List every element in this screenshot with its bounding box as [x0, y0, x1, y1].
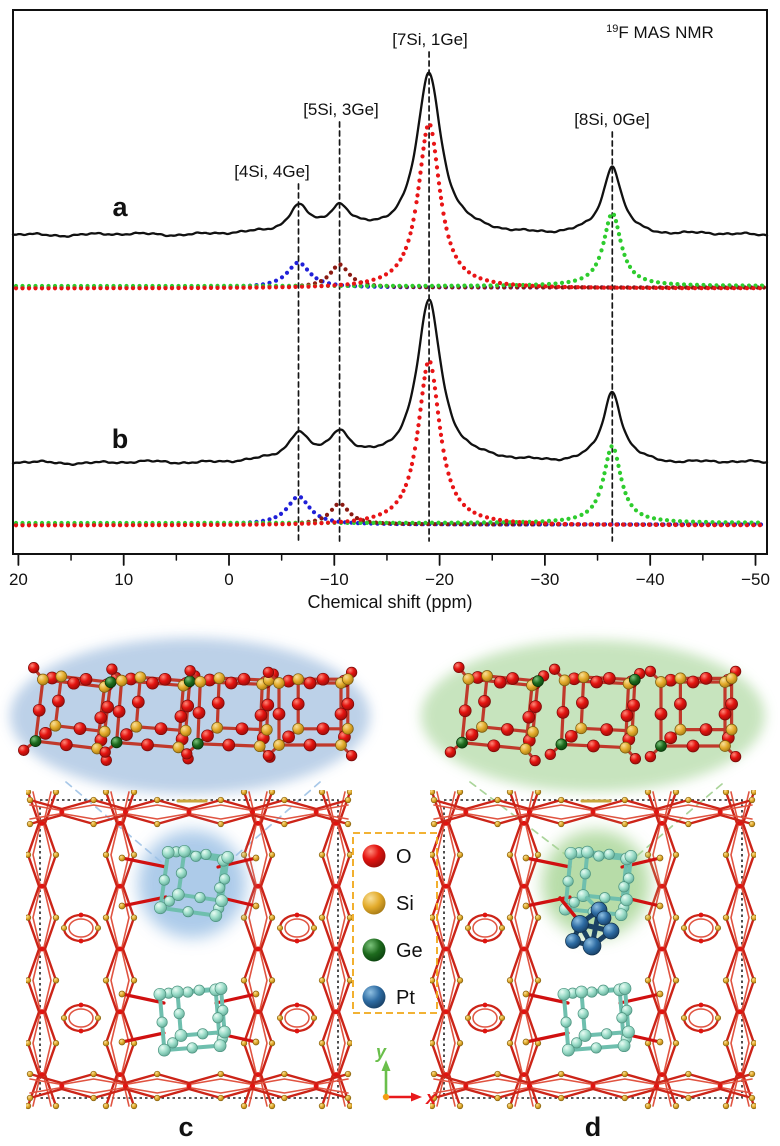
spectrum-a-curve	[11, 71, 769, 238]
panel-b-label: b	[112, 424, 129, 454]
crystal-axes-indicator: y x	[375, 1042, 437, 1108]
peak-label-7si1ge: [7Si, 1Ge]	[392, 30, 468, 49]
pt-cluster	[558, 896, 620, 956]
peak-label-5si3ge: [5Si, 3Ge]	[303, 100, 379, 119]
panel-c-label: c	[178, 1112, 193, 1142]
x-tick-label: 0	[224, 570, 233, 589]
deconvolution-component	[13, 360, 763, 528]
legend-oxygen-label: O	[396, 846, 412, 868]
peak-assignment-dashed-lines	[297, 51, 614, 542]
d4r-unit	[444, 661, 550, 767]
nmr-generated-graphics: 20 10 0 −10 −20 −30 −40 −50	[9, 51, 770, 589]
panel-a-label: a	[112, 192, 128, 222]
d4r-unit	[18, 662, 122, 766]
panel-c-framework	[26, 790, 352, 1110]
atom-legend: O Si Ge Pt	[352, 832, 438, 1014]
x-tick-label: −20	[425, 570, 454, 589]
structure-generated-graphics	[10, 638, 765, 1110]
legend-silicon-sphere-icon	[362, 891, 386, 915]
axes-origin-dot	[382, 1093, 390, 1101]
inset-ellipse-c	[10, 638, 370, 794]
x-tick-label: 10	[114, 570, 133, 589]
d4r-unit	[644, 665, 742, 763]
deconvolution-component	[13, 212, 765, 289]
panel-d-label: d	[585, 1112, 602, 1142]
y-axis-arrowhead-icon	[381, 1060, 391, 1071]
deconvolution-component	[13, 123, 763, 291]
legend-platinum-sphere-icon	[362, 985, 386, 1009]
panel-c-highlight-glow	[138, 830, 246, 938]
y-axis-label: y	[375, 1042, 387, 1062]
x-axis-label: x	[425, 1088, 437, 1108]
nmr-technique-title: 19F MAS NMR	[606, 23, 714, 42]
d4r-unit	[544, 663, 646, 765]
legend-oxygen-sphere-icon	[362, 844, 386, 868]
x-tick-label: 20	[9, 570, 28, 589]
x-axis-title: Chemical shift (ppm)	[307, 592, 472, 612]
legend-germanium-sphere-icon	[362, 938, 386, 962]
x-tick-label: −40	[636, 570, 665, 589]
peak-label-4si4ge: [4Si, 4Ge]	[234, 162, 310, 181]
d4r-unit	[181, 665, 279, 763]
legend-germanium-label: Ge	[396, 940, 423, 962]
d4r-unit	[262, 666, 358, 762]
x-tick-label: −50	[741, 570, 770, 589]
peak-label-8si0ge: [8Si, 0Ge]	[574, 110, 650, 129]
x-axis-arrowhead-icon	[411, 1092, 422, 1102]
spectrum-b-curve	[11, 298, 769, 466]
x-axis-ticks: 20 10 0 −10 −20 −30 −40 −50	[9, 553, 770, 589]
x-tick-label: −10	[320, 570, 349, 589]
x-tick-label: −30	[530, 570, 559, 589]
legend-platinum-label: Pt	[396, 987, 415, 1009]
inset-ellipse-d	[421, 640, 765, 792]
nmr-plot-frame	[12, 9, 768, 555]
legend-silicon-label: Si	[396, 893, 414, 915]
panel-d-framework	[430, 790, 756, 1110]
